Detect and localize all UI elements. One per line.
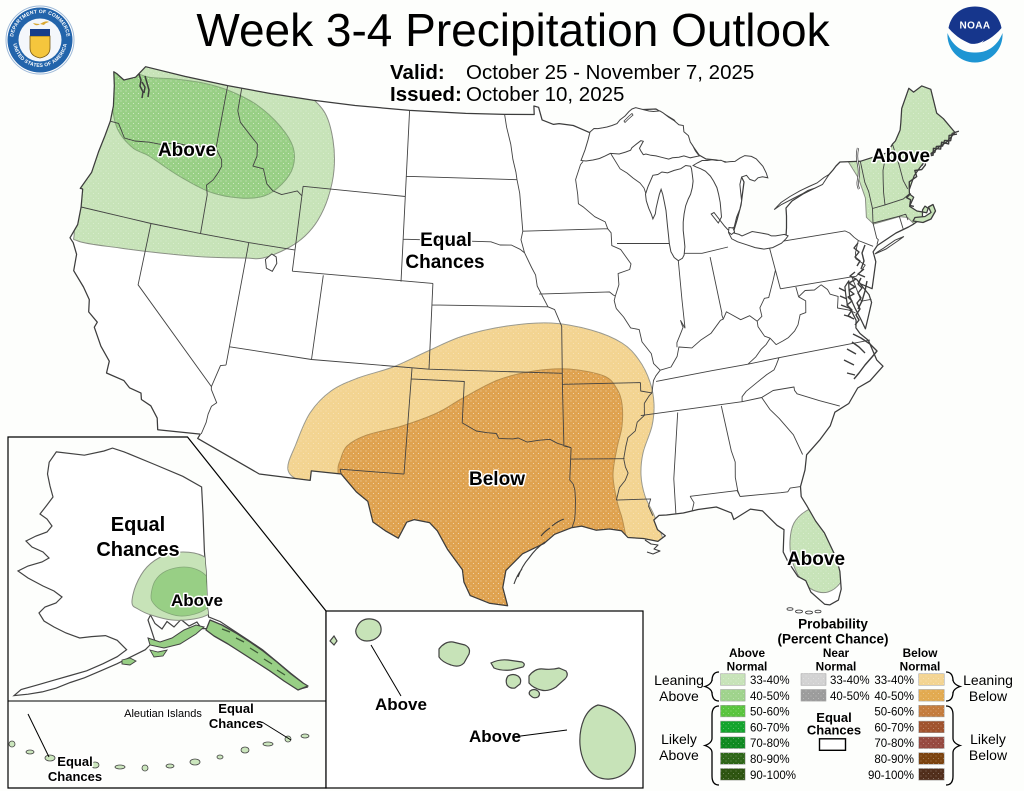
- svg-text:Below: Below: [969, 747, 1008, 763]
- svg-text:Above: Above: [171, 591, 223, 610]
- svg-text:33-40%: 33-40%: [830, 675, 870, 687]
- svg-text:Probability: Probability: [798, 617, 868, 632]
- svg-text:(Percent Chance): (Percent Chance): [777, 632, 888, 647]
- svg-text:Aleutian Islands: Aleutian Islands: [124, 708, 202, 720]
- svg-text:50-60%: 50-60%: [874, 707, 914, 719]
- svg-text:60-70%: 60-70%: [874, 722, 914, 734]
- svg-text:Chances: Chances: [48, 769, 102, 784]
- svg-text:Week 3-4 Precipitation Outlook: Week 3-4 Precipitation Outlook: [196, 4, 830, 56]
- svg-text:Normal: Normal: [727, 660, 768, 674]
- svg-text:Chances: Chances: [96, 539, 179, 561]
- svg-text:Above: Above: [469, 727, 521, 746]
- svg-text:Likely: Likely: [970, 731, 1006, 747]
- svg-text:Equal: Equal: [420, 230, 472, 251]
- svg-text:Above: Above: [729, 646, 765, 660]
- svg-text:Near: Near: [823, 646, 850, 660]
- svg-text:Leaning: Leaning: [654, 672, 704, 688]
- svg-text:Above: Above: [375, 695, 427, 714]
- svg-text:40-50%: 40-50%: [750, 691, 790, 703]
- svg-text:40-50%: 40-50%: [874, 691, 914, 703]
- svg-text:Chances: Chances: [209, 716, 263, 731]
- svg-text:Valid:October 25 - November 7,: Valid: October 25 - November 7, 2025: [390, 61, 754, 84]
- svg-text:Below: Below: [469, 469, 525, 490]
- svg-text:70-80%: 70-80%: [874, 738, 914, 750]
- svg-text:60-70%: 60-70%: [750, 722, 790, 734]
- svg-text:50-60%: 50-60%: [750, 707, 790, 719]
- svg-text:NOAA: NOAA: [959, 21, 990, 32]
- svg-text:Above: Above: [158, 140, 216, 161]
- svg-text:Chances: Chances: [807, 723, 861, 738]
- svg-text:Below: Below: [903, 646, 939, 660]
- svg-text:Likely: Likely: [661, 731, 697, 747]
- svg-text:Normal: Normal: [900, 660, 941, 674]
- svg-text:Equal: Equal: [111, 514, 165, 536]
- svg-text:Equal: Equal: [57, 754, 92, 769]
- svg-text:40-50%: 40-50%: [830, 691, 870, 703]
- svg-text:90-100%: 90-100%: [750, 770, 796, 782]
- svg-text:Below: Below: [969, 688, 1008, 704]
- svg-text:Leaning: Leaning: [963, 672, 1013, 688]
- svg-text:Chances: Chances: [405, 252, 484, 273]
- svg-text:Issued:October 10, 2025: Issued: October 10, 2025: [390, 83, 624, 106]
- svg-text:80-90%: 80-90%: [750, 754, 790, 766]
- svg-text:Equal: Equal: [218, 701, 253, 716]
- svg-text:90-100%: 90-100%: [868, 770, 914, 782]
- svg-text:80-90%: 80-90%: [874, 754, 914, 766]
- svg-text:33-40%: 33-40%: [874, 675, 914, 687]
- svg-text:70-80%: 70-80%: [750, 738, 790, 750]
- svg-text:Above: Above: [659, 747, 699, 763]
- svg-text:Above: Above: [787, 549, 845, 570]
- svg-text:33-40%: 33-40%: [750, 675, 790, 687]
- svg-text:Normal: Normal: [816, 660, 857, 674]
- svg-text:Equal: Equal: [816, 710, 851, 725]
- svg-text:Above: Above: [872, 146, 930, 167]
- svg-text:Above: Above: [659, 688, 699, 704]
